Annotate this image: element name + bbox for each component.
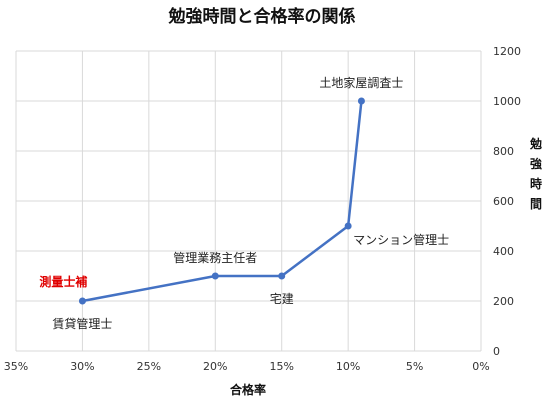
data-label: 賃貸管理士	[52, 316, 112, 331]
annotation-label: 測量士補	[39, 274, 87, 289]
y-axis-ticks: 0 200 400 600 800 1000 1200	[493, 45, 521, 358]
y-tick-label: 400	[493, 245, 514, 258]
y-tick-label: 1000	[493, 95, 521, 108]
x-tick-label: 5%	[406, 360, 423, 373]
chart-title: 勉強時間と合格率の関係	[168, 6, 356, 27]
x-axis-label: 合格率	[230, 382, 266, 397]
data-point	[78, 297, 86, 305]
grid	[15, 50, 482, 352]
data-label: 管理業務主任者	[173, 250, 257, 265]
data-label: 宅建	[270, 291, 294, 306]
data-point	[344, 222, 352, 230]
data-point	[211, 272, 219, 280]
y-tick-label: 200	[493, 295, 514, 308]
x-tick-label: 30%	[70, 360, 94, 373]
data-point	[278, 272, 286, 280]
y-tick-label: 800	[493, 145, 514, 158]
x-tick-label: 15%	[269, 360, 293, 373]
x-tick-label: 0%	[472, 360, 489, 373]
x-axis-ticks: 35% 30% 25% 20% 15% 10% 5% 0%	[4, 360, 490, 373]
series	[78, 97, 365, 305]
y-tick-label: 600	[493, 195, 514, 208]
data-label: 土地家屋調査士	[319, 75, 403, 90]
data-point	[357, 97, 365, 105]
y-axis-label: 勉強時間	[529, 136, 542, 211]
x-tick-label: 25%	[137, 360, 161, 373]
y-tick-label: 0	[493, 345, 500, 358]
x-tick-label: 35%	[4, 360, 28, 373]
y-tick-label: 1200	[493, 45, 521, 58]
x-tick-label: 10%	[336, 360, 360, 373]
x-tick-label: 20%	[203, 360, 227, 373]
data-label: マンション管理士	[353, 232, 449, 247]
